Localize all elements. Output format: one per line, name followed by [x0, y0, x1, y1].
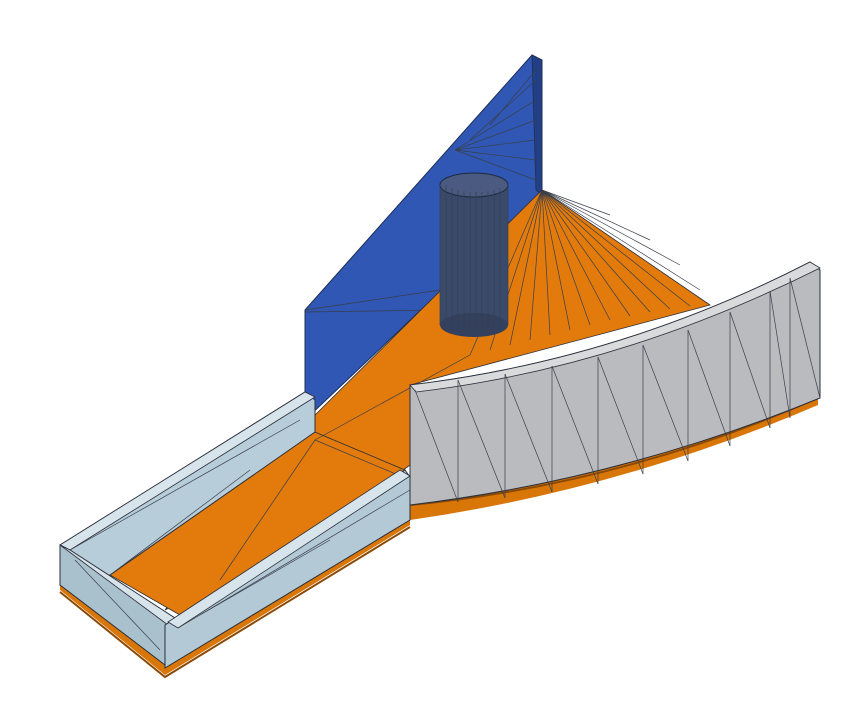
back-wall — [304, 54, 543, 422]
channel-walls — [59, 391, 411, 679]
cylinder — [439, 172, 509, 337]
curved-wall — [409, 261, 821, 520]
